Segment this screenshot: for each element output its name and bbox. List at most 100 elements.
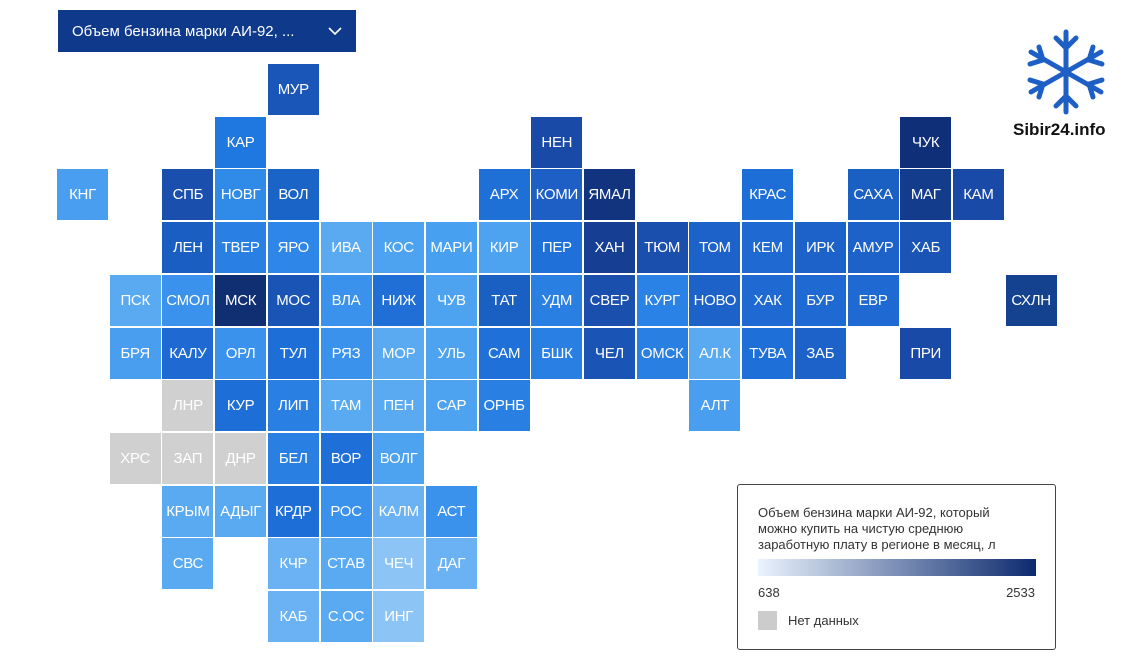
region-tile: НОВО	[689, 274, 741, 326]
region-tile: ЯМАЛ	[584, 169, 635, 221]
legend-title: Объем бензина марки АИ-92, который можно…	[758, 505, 996, 552]
region-tile: СТАВ	[320, 538, 372, 590]
region-tile: МУР	[267, 64, 319, 115]
legend-min: 638	[758, 585, 780, 600]
region-tile: БРЯ	[109, 327, 161, 379]
region-tile: ЛНР	[162, 380, 214, 432]
logo-text: Sibir24.info	[1013, 120, 1106, 139]
region-tile: БШК	[531, 327, 583, 379]
region-tile: УЛЬ	[425, 327, 477, 379]
region-tile: ВОЛ	[267, 169, 319, 221]
region-tile: ПСК	[109, 274, 161, 326]
region-tile: ИРК	[794, 222, 846, 274]
region-tile: КАЛУ	[162, 327, 214, 379]
region-tile: НИЖ	[373, 274, 425, 326]
region-tile: КАР	[215, 116, 267, 168]
region-tile: ЗАБ	[794, 327, 846, 379]
indicator-dropdown[interactable]: Объем бензина марки АИ-92, ...	[58, 10, 356, 52]
region-tile: КНГ	[57, 169, 108, 221]
region-tile: ОРНБ	[478, 380, 530, 432]
region-tile: АРХ	[478, 169, 530, 221]
region-tile: СМОЛ	[162, 274, 214, 326]
region-tile: ЯРО	[267, 222, 319, 274]
region-tile: УДМ	[531, 274, 583, 326]
region-tile: КУРГ	[636, 274, 688, 326]
region-tile: АЛТ	[689, 380, 741, 432]
region-tile: МСК	[215, 274, 267, 326]
region-tile: ОРЛ	[215, 327, 267, 379]
region-tile: КЕМ	[742, 222, 794, 274]
region-tile: ЧУК	[900, 116, 952, 168]
region-tile: ТУЛ	[267, 327, 319, 379]
region-tile: ТАМ	[320, 380, 372, 432]
region-tile: АЛ.К	[689, 327, 741, 379]
region-tile: ПРИ	[900, 327, 952, 379]
region-tile: МАГ	[900, 169, 952, 221]
region-tile: АДЫГ	[215, 485, 267, 537]
region-tile: КЧР	[267, 538, 319, 590]
region-tile: САХА	[847, 169, 899, 221]
region-tile: САМ	[478, 327, 530, 379]
region-tile: ПЕР	[531, 222, 583, 274]
region-tile: КРДР	[267, 485, 319, 537]
region-tile: ИВА	[320, 222, 372, 274]
region-tile: РОС	[320, 485, 372, 537]
region-tile: КРЫМ	[162, 485, 214, 537]
region-tile: ДАГ	[425, 538, 477, 590]
region-tile: КАЛМ	[373, 485, 425, 537]
region-tile: БУР	[794, 274, 846, 326]
region-tile: ЧУВ	[425, 274, 477, 326]
region-tile: ОМСК	[636, 327, 688, 379]
region-tile: МАРИ	[425, 222, 477, 274]
no-data-label: Нет данных	[788, 613, 859, 628]
region-tile: АМУР	[847, 222, 899, 274]
region-tile: КАБ	[267, 591, 319, 642]
dropdown-label: Объем бензина марки АИ-92, ...	[72, 22, 295, 40]
region-tile: ЧЕЛ	[584, 327, 635, 379]
region-tile: ПЕН	[373, 380, 425, 432]
region-tile: ЗАП	[162, 432, 214, 484]
dropdown-chevron	[328, 27, 342, 36]
region-tile: НОВГ	[215, 169, 267, 221]
region-tile: ТАТ	[478, 274, 530, 326]
region-tile: КУР	[215, 380, 267, 432]
region-tile: ТУВА	[742, 327, 794, 379]
logo-snowflake	[1027, 29, 1105, 115]
legend: Объем бензина марки АИ-92, который можно…	[737, 484, 1056, 650]
region-tile: ЛЕН	[162, 222, 214, 274]
region-tile: ВЛА	[320, 274, 372, 326]
legend-max: 2533	[1006, 585, 1035, 600]
region-tile: КОМИ	[531, 169, 583, 221]
region-tile: С.ОС	[320, 591, 372, 642]
region-tile: КОС	[373, 222, 425, 274]
region-tile: ТОМ	[689, 222, 741, 274]
region-tile: ХРС	[109, 432, 161, 484]
no-data-swatch	[758, 611, 777, 630]
region-tile: ВОР	[320, 432, 372, 484]
region-tile: МОС	[267, 274, 319, 326]
region-tile: СПБ	[162, 169, 214, 221]
region-tile: САР	[425, 380, 477, 432]
region-tile: БЕЛ	[267, 432, 319, 484]
region-tile: НЕН	[531, 116, 583, 168]
region-tile: СХЛН	[1005, 274, 1057, 326]
region-tile: ЧЕЧ	[373, 538, 425, 590]
legend-gradient	[758, 559, 1036, 576]
region-tile: СВС	[162, 538, 214, 590]
region-tile: ЕВР	[847, 274, 899, 326]
region-tile: АСТ	[425, 485, 477, 537]
region-tile: ЛИП	[267, 380, 319, 432]
region-tile: СВЕР	[584, 274, 635, 326]
region-tile: ТЮМ	[636, 222, 688, 274]
region-tile: КИР	[478, 222, 530, 274]
region-tile: ДНР	[215, 432, 267, 484]
region-tile: ХАБ	[900, 222, 952, 274]
region-tile: ХАК	[742, 274, 794, 326]
region-tile: ТВЕР	[215, 222, 267, 274]
region-tile: РЯЗ	[320, 327, 372, 379]
region-tile: КАМ	[952, 169, 1004, 221]
region-tile: КРАС	[742, 169, 794, 221]
region-tile: ИНГ	[373, 591, 425, 642]
